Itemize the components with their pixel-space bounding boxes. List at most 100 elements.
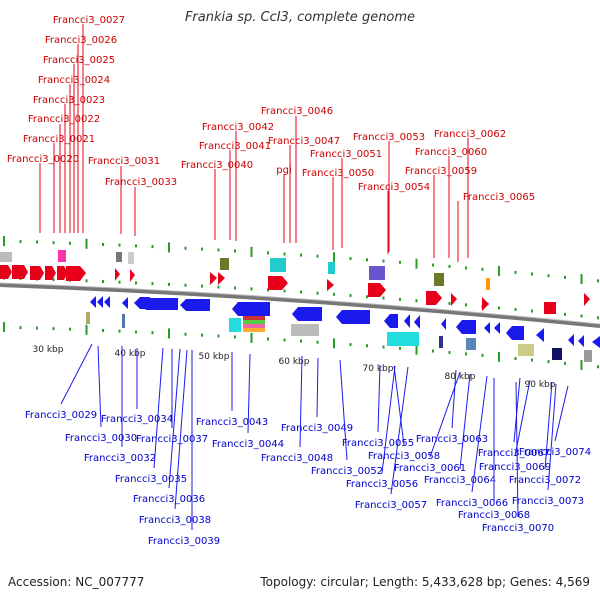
forward-gene-labels: Francci3_0027 Francci3_0026 Francci3_0025 F…	[7, 15, 535, 262]
scale-label: 40 kbp	[115, 349, 146, 359]
tick-mark	[580, 360, 583, 371]
tick-mark	[267, 251, 269, 255]
forward-strand-features	[0, 250, 590, 314]
reverse-arrow	[592, 336, 600, 348]
tick-mark	[250, 287, 253, 291]
forward-arrow	[368, 283, 386, 297]
forward-arrow	[57, 266, 68, 280]
reverse-gene-label: Francci3_0057	[355, 500, 427, 511]
reverse-arrow	[336, 310, 370, 324]
tick-mark	[448, 350, 451, 354]
feature-box	[387, 332, 419, 346]
reverse-gene-labels: Francci3_0029 Francci3_0030 Francci3_0034 F…	[25, 343, 591, 547]
tick-mark	[201, 333, 203, 337]
tick-mark	[498, 265, 500, 276]
reverse-gene-label: Francci3_0070	[482, 523, 554, 534]
label-leader-line	[459, 373, 471, 470]
tick-mark	[564, 361, 566, 365]
tick-mark	[85, 279, 88, 283]
forward-arrow	[210, 272, 217, 285]
reverse-gene-label: Francci3_0055	[342, 438, 414, 449]
forward-arrow	[482, 297, 489, 311]
tick-mark	[168, 328, 170, 339]
reverse-gene-label: Francci3_0073	[512, 496, 584, 507]
tick-mark	[19, 326, 22, 330]
label-leader-line	[544, 381, 553, 470]
scale-label: 30 kbp	[33, 345, 64, 355]
feature-box	[466, 338, 476, 350]
tick-mark	[333, 338, 335, 349]
label-leader-line	[168, 348, 181, 489]
tick-mark	[217, 248, 220, 252]
tick-mark	[366, 295, 368, 299]
feature-box	[270, 258, 286, 272]
feature-box	[584, 350, 592, 362]
scale-label: 70 kbp	[363, 364, 394, 374]
reverse-arrow	[404, 314, 410, 328]
tick-mark	[316, 340, 319, 344]
forward-gene-label: Francci3_0054	[358, 182, 430, 193]
reverse-gene-label: Francci3_0066	[436, 498, 508, 509]
tick-mark	[580, 274, 583, 285]
forward-arrow	[115, 268, 120, 281]
tick-mark	[52, 327, 55, 331]
forward-gene-label: Francci3_0031	[88, 156, 160, 167]
tick-mark	[85, 324, 88, 335]
tick-mark	[52, 241, 55, 245]
tick-mark	[349, 257, 352, 261]
scale-label: 60 kbp	[279, 357, 310, 367]
feature-box	[434, 273, 444, 286]
figure-title: Frankia sp. CcI3, complete genome	[184, 10, 416, 25]
reverse-gene-label: Francci3_0064	[424, 475, 496, 486]
label-leader-line	[316, 357, 319, 418]
tick-mark	[300, 290, 302, 294]
forward-arrow	[268, 276, 288, 290]
reverse-strand-features	[86, 296, 600, 362]
genome-backbone-highlight	[0, 282, 600, 325]
feature-box	[544, 302, 556, 314]
tick-mark	[168, 282, 170, 286]
accession-text: Accession: NC_007777	[8, 575, 145, 589]
tick-mark	[151, 245, 154, 249]
tick-mark	[415, 344, 418, 355]
label-leader-line	[390, 366, 409, 495]
forward-gene-label: Francci3_0050	[302, 168, 374, 179]
label-leader-line	[247, 353, 251, 434]
tick-mark	[250, 246, 253, 257]
tick-mark	[102, 242, 104, 246]
forward-gene-label: Francci3_0051	[310, 149, 382, 160]
tick-mark	[366, 344, 368, 348]
tick-mark	[283, 338, 286, 342]
forward-gene-label: Francci3_0023	[33, 95, 105, 106]
reverse-arrow	[536, 328, 544, 342]
feature-box	[0, 252, 12, 262]
tick-mark	[399, 297, 401, 301]
reverse-gene-label: Francci3_0067	[478, 448, 550, 459]
label-leader-line	[174, 349, 188, 510]
tick-mark	[184, 283, 187, 287]
reverse-gene-label: Francci3_0052	[311, 466, 383, 477]
label-leader-line	[381, 365, 396, 474]
reverse-arrow	[484, 322, 490, 334]
reverse-gene-label: Francci3_0037	[136, 434, 208, 445]
reverse-gene-label: Francci3_0039	[148, 536, 220, 547]
tick-mark	[151, 282, 154, 286]
forward-arrow	[0, 265, 12, 279]
tick-mark	[102, 328, 104, 332]
tick-mark	[481, 267, 484, 271]
tick-mark	[316, 254, 319, 258]
forward-arrow	[426, 291, 442, 305]
tick-mark	[514, 307, 517, 311]
tick-mark	[597, 365, 599, 369]
feature-box	[229, 318, 241, 332]
reverse-gene-label: Francci3_0061	[394, 463, 466, 474]
forward-gene-label: Francci3_0040	[181, 160, 253, 171]
reverse-gene-label: Francci3_0035	[115, 474, 187, 485]
tick-mark	[415, 258, 418, 269]
reverse-gene-label: Francci3_0029	[25, 410, 97, 421]
tick-mark	[102, 279, 104, 283]
forward-gene-label: Francci3_0025	[43, 55, 115, 66]
forward-gene-label: Francci3_0047	[268, 136, 340, 147]
tick-mark	[465, 352, 467, 356]
